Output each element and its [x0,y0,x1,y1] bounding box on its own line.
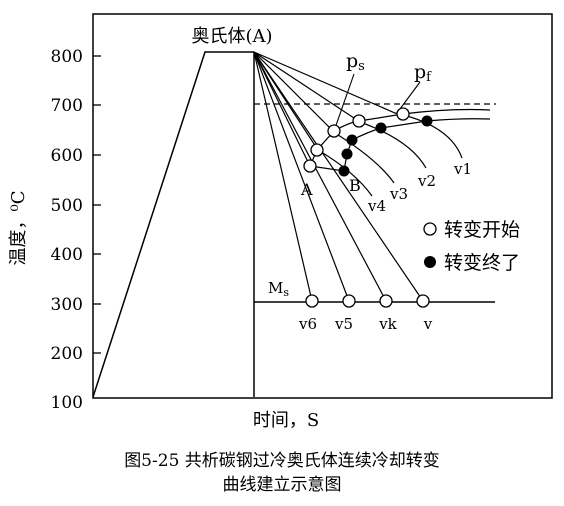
transformation-start-points [303,107,430,308]
cooling-line-v [253,51,424,302]
start-point [352,114,366,128]
austenite-label: 奥氏体(A) [191,26,272,47]
cooling-line-vk [253,51,387,302]
curve-label-v2: v2 [417,172,436,190]
start-point [305,294,319,308]
slow-curve-labels: v1 v2 v3 v4 [367,160,472,215]
end-point [346,134,358,146]
pf-label: pf [414,61,432,85]
start-point [416,294,430,308]
ps-pointer [333,73,355,132]
start-point [310,143,324,157]
plot-frame [92,13,553,399]
curve-label-v1: v1 [453,160,472,178]
curve-label-v3: v3 [389,185,408,203]
y-axis-label: 温度，⁰C [8,191,29,266]
end-point [375,122,387,134]
y-tick-label: 500 [51,196,83,216]
y-tick-label: 600 [51,146,83,166]
end-point [341,148,353,160]
ms-label: Ms [268,279,289,299]
start-point [303,159,317,173]
legend-end-marker [424,256,436,268]
legend-end-label: 转变终了 [444,252,520,274]
y-tick-label: 300 [51,295,83,315]
figure-caption-line1: 图5-25 共析碳钢过冷奥氏体连续冷却转变 [124,451,440,471]
point-a-label: A [300,180,313,199]
x-axis-label: 时间，S [253,410,319,431]
y-tick-label: 400 [51,245,83,265]
y-tick-label: 800 [51,47,83,67]
start-point [396,107,410,121]
y-tick-label: 200 [51,344,83,364]
cooling-line-v5 [253,51,350,302]
transformation-end-points [338,115,433,177]
start-point [379,294,393,308]
curve-label-v6: v6 [298,315,317,333]
legend: 转变开始 转变终了 [423,219,520,274]
curve-label-v5: v5 [334,315,353,333]
figure-caption-line2: 曲线建立示意图 [222,475,342,495]
curve-label-v: v [423,315,433,333]
end-point [421,115,433,127]
cooling-line-v6 [253,51,313,302]
legend-start-marker [423,222,437,236]
curve-label-v4: v4 [367,197,386,215]
legend-start-label: 转变开始 [444,219,520,241]
point-b-label: B [349,176,361,195]
ps-label: ps [346,50,365,74]
y-tick-label: 100 [51,393,83,413]
end-point [338,165,350,177]
cooling-curve-a [253,51,311,167]
heating-line [92,51,254,398]
y-tick-label: 700 [51,96,83,116]
cooling-curve-v3 [253,51,395,184]
start-point [342,294,356,308]
fast-cooling-lines [253,51,424,302]
start-point [327,124,341,138]
y-axis: 800 700 600 500 400 300 200 100 [51,47,101,413]
fast-curve-labels: v6 v5 vk v [298,315,433,333]
curve-label-vk: vk [378,315,397,333]
